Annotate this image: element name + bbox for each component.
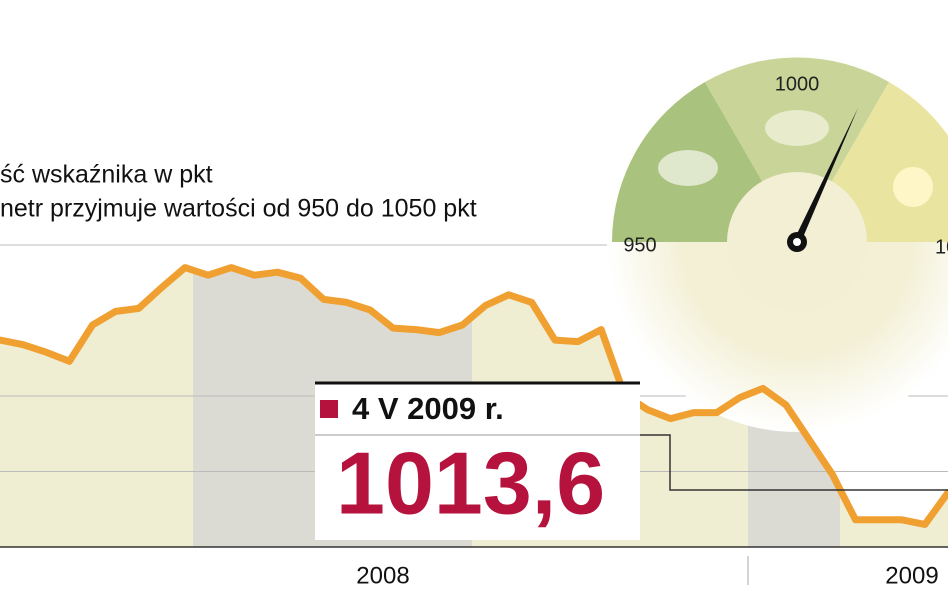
gauge-label: 10: [935, 236, 948, 258]
callout-box: [315, 383, 640, 540]
x-label: 2009: [885, 562, 938, 589]
cloud-icon: [765, 110, 829, 146]
data-line: [0, 264, 948, 528]
needle: [793, 108, 858, 242]
line-layer: [0, 264, 948, 528]
cloud-icon: [658, 150, 718, 186]
connector: [640, 434, 948, 491]
callout-marker: [320, 400, 338, 418]
title: ść wskaźnika w pkt: [0, 161, 213, 189]
needle-pivot-dot: [793, 238, 801, 246]
gauge-label: 1000: [775, 73, 820, 95]
band: [0, 267, 193, 547]
subtitle: netr przyjmuje wartości od 950 do 1050 p…: [0, 195, 477, 223]
sun-icon: [893, 167, 933, 207]
gauge-cloud: [705, 57, 889, 243]
callout-date: 4 V 2009 r.: [352, 391, 504, 426]
x-label: 2008: [356, 562, 409, 589]
gauge-label: 950: [623, 234, 656, 256]
callout-value: 1013,6: [336, 433, 605, 532]
